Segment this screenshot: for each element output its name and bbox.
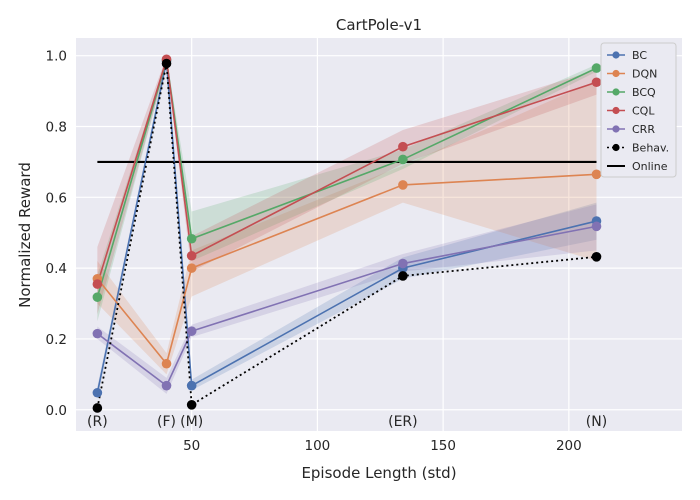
chart-title: CartPole-v1 <box>336 16 422 34</box>
legend: BC DQN BCQ CQL CRR Behav. Online <box>600 42 677 178</box>
point-cql <box>186 250 197 261</box>
legend-item-bc: BC <box>607 49 647 62</box>
legend-label: CRR <box>632 123 655 136</box>
legend-swatch-marker <box>612 106 620 115</box>
legend-item-cql: CQL <box>607 105 655 118</box>
plot-area <box>76 38 682 431</box>
legend-item-crr: CRR <box>607 123 655 136</box>
point-label-m: (M) <box>180 414 203 430</box>
point-label-f: (F) <box>157 414 176 430</box>
point-crr <box>398 258 408 269</box>
y-tick-labels: 0.0 0.2 0.4 0.6 0.8 1.0 <box>46 49 67 419</box>
x-tick-label: 200 <box>556 438 582 454</box>
point-behav <box>591 252 602 262</box>
point-bcq <box>186 233 197 244</box>
point-bcq <box>398 154 408 165</box>
line-behav <box>96 63 597 409</box>
point-cql <box>398 141 408 152</box>
point-label-n: (N) <box>586 414 607 430</box>
legend-item-dqn: DQN <box>607 68 657 81</box>
point-dqn <box>161 358 172 369</box>
legend-swatch-marker <box>612 143 620 152</box>
point-dqn <box>398 180 408 190</box>
legend-swatch-marker <box>612 125 620 133</box>
x-tick-label: 100 <box>305 438 331 454</box>
legend-label: BCQ <box>632 86 656 99</box>
point-behav <box>161 58 172 69</box>
point-crr <box>591 221 602 232</box>
point-crr <box>161 380 172 391</box>
legend-swatch-marker <box>612 69 620 78</box>
y-axis-label: Normalized Reward <box>16 162 34 308</box>
point-dqn <box>591 169 602 180</box>
legend-label: Online <box>632 160 668 173</box>
legend-label: Behav. <box>632 142 669 155</box>
point-behav <box>398 271 408 281</box>
point-crr <box>186 326 197 336</box>
x-tick-label: 150 <box>430 438 456 454</box>
point-label-er: (ER) <box>388 414 418 430</box>
point-cql <box>591 77 602 88</box>
point-behav <box>186 400 197 410</box>
y-tick-label: 0.0 <box>46 403 67 419</box>
y-tick-label: 0.4 <box>46 261 67 277</box>
y-tick-label: 1.0 <box>46 49 67 65</box>
point-bc <box>92 387 103 398</box>
legend-box <box>600 42 677 178</box>
y-tick-label: 0.2 <box>46 332 67 348</box>
point-bcq <box>591 63 602 73</box>
x-tick-label: 50 <box>183 438 200 454</box>
point-dqn <box>186 263 197 273</box>
point-cql <box>92 279 103 289</box>
x-axis-label: Episode Length (std) <box>301 464 456 482</box>
point-label-r: (R) <box>87 414 108 430</box>
legend-item-behav: Behav. <box>607 142 669 155</box>
legend-swatch-marker <box>612 51 620 59</box>
legend-swatch-marker <box>612 88 620 96</box>
point-category-labels: (R) (F) (M) (ER) (N) <box>87 414 607 430</box>
legend-label: CQL <box>632 105 655 118</box>
legend-item-online: Online <box>607 160 668 173</box>
point-bc <box>186 380 197 391</box>
legend-item-bcq: BCQ <box>607 86 656 99</box>
band-cql <box>97 56 597 315</box>
x-tick-labels: 50 100 150 200 <box>183 438 582 454</box>
point-behav <box>92 403 103 413</box>
y-tick-label: 0.6 <box>46 190 67 206</box>
point-crr <box>92 328 103 339</box>
legend-label: BC <box>632 49 647 62</box>
point-bcq <box>92 292 103 302</box>
legend-label: DQN <box>632 68 657 81</box>
series-points <box>92 54 602 413</box>
y-tick-label: 0.8 <box>46 120 67 136</box>
band-dqn <box>97 80 597 375</box>
